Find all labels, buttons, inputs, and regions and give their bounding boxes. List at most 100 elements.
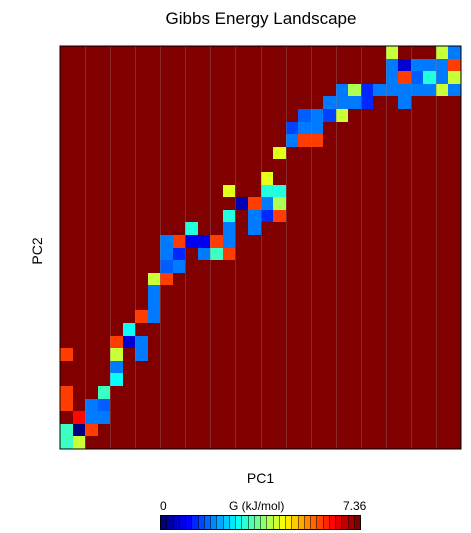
heatmap-cell [110, 373, 123, 386]
heatmap-cell [311, 109, 323, 122]
colorbar-swatch [204, 515, 211, 530]
heatmap-cell [386, 46, 398, 59]
heatmap-cell [448, 84, 461, 96]
heatmap-cell [160, 260, 173, 273]
heatmap-cell [248, 197, 261, 210]
heatmap-cell [261, 197, 273, 210]
colorbar-swatch [191, 515, 199, 530]
colorbar [160, 515, 361, 530]
heatmap-cell [423, 84, 436, 96]
heatmap-cell [348, 84, 361, 96]
heatmap-cell [198, 248, 210, 260]
heatmap-cell [223, 235, 235, 248]
colorbar-swatch [260, 515, 267, 530]
colorbar-swatch [291, 515, 299, 530]
heatmap-cell [110, 361, 123, 373]
colorbar-swatch [316, 515, 324, 530]
heatmap-cell [135, 348, 148, 361]
heatmap-cell [173, 248, 185, 260]
heatmap-cell [185, 235, 198, 248]
heatmap-cell [223, 210, 235, 222]
colorbar-swatch [354, 515, 361, 530]
heatmap-gridlines [85, 46, 437, 449]
heatmap-cell [273, 147, 286, 159]
heatmap-cell [98, 386, 110, 399]
x-axis-label: PC1 [246, 470, 275, 486]
heatmap-cell [448, 59, 461, 71]
heatmap-cell [336, 109, 348, 122]
heatmap-cell [248, 210, 261, 222]
heatmap-cell [448, 46, 461, 59]
heatmap-cell [398, 71, 411, 84]
heatmap-cell [386, 59, 398, 71]
heatmap-cell [336, 84, 348, 96]
heatmap-cell [398, 59, 411, 71]
heatmap-cell [436, 46, 448, 59]
colorbar-swatch [266, 515, 274, 530]
y-axis-label: PC2 [29, 237, 45, 265]
heatmap-background [60, 46, 461, 449]
colorbar-swatch [235, 515, 242, 530]
heatmap-cell [298, 134, 311, 147]
colorbar-swatch [248, 515, 255, 530]
colorbar-max-label: 7.36 [343, 499, 367, 513]
heatmap-cell [185, 222, 198, 235]
heatmap-cell [273, 185, 286, 197]
heatmap-cell [436, 59, 448, 71]
colorbar-frame [160, 515, 361, 530]
heatmap-cell [98, 411, 110, 424]
heatmap-cell [173, 260, 185, 273]
heatmap-cell [210, 248, 223, 260]
colorbar-swatch [185, 515, 192, 530]
colorbar-swatch [348, 515, 355, 530]
heatmap-cell [361, 84, 373, 96]
colorbar-swatch [329, 515, 336, 530]
heatmap-cell [160, 248, 173, 260]
colorbar-swatch [341, 515, 349, 530]
heatmap-cell [386, 71, 398, 84]
heatmap-cell [273, 210, 286, 222]
heatmap-cell [123, 323, 135, 336]
colorbar-swatch [210, 515, 217, 530]
heatmap-cell [248, 222, 261, 235]
heatmap-cell [60, 411, 73, 424]
heatmap-cell [323, 96, 336, 109]
heatmap-cell [123, 336, 135, 348]
heatmap-cell [336, 96, 348, 109]
heatmap-cell [361, 96, 373, 109]
colorbar-swatch [160, 515, 167, 530]
heatmap-cell [223, 222, 235, 235]
heatmap-cell [398, 96, 411, 109]
heatmap-cell [373, 84, 386, 96]
chart-title: Gibbs Energy Landscape [165, 9, 357, 28]
heatmap-cell [311, 134, 323, 147]
colorbar-swatch [216, 515, 224, 530]
heatmap-cell [436, 71, 448, 84]
heatmap-cell [85, 399, 98, 411]
colorbar-swatch [229, 515, 236, 530]
heatmap-cell [411, 71, 423, 84]
heatmap-cell [386, 84, 398, 96]
heatmap-cell [323, 109, 336, 122]
heatmap-cell [110, 348, 123, 361]
colorbar-swatch [279, 515, 286, 530]
heatmap-cell [73, 436, 85, 449]
colorbar-swatch [285, 515, 292, 530]
heatmap-cell [311, 122, 323, 134]
heatmap-cell [411, 59, 423, 71]
colorbar-swatch [310, 515, 317, 530]
colorbar-swatch [173, 515, 180, 530]
heatmap-cell [298, 122, 311, 134]
colorbar-swatch [166, 515, 174, 530]
heatmap-cell [148, 273, 160, 285]
heatmap-cell [173, 235, 185, 248]
heatmap-cell [85, 411, 98, 424]
heatmap-cell [261, 210, 273, 222]
heatmap-cell [411, 84, 423, 96]
heatmap-cell [348, 96, 361, 109]
heatmap-cell [148, 285, 160, 298]
heatmap-cell [210, 235, 223, 248]
heatmap-cell [60, 424, 73, 436]
heatmap-cells [60, 46, 461, 449]
colorbar-swatch [335, 515, 342, 530]
